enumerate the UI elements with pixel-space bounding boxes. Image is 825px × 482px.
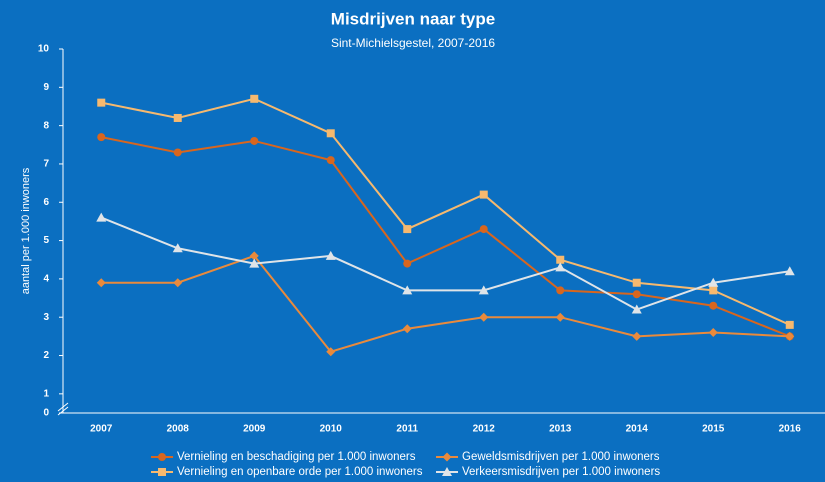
point (158, 453, 166, 461)
point (403, 259, 412, 268)
point (709, 301, 718, 310)
point (173, 278, 183, 288)
point (479, 225, 488, 234)
x-tick-label: 2008 (167, 424, 190, 435)
chart-title: Misdrijven naar type (331, 9, 495, 28)
point (784, 266, 795, 276)
legend-label: Verkeersmisdrijven per 1.000 inwoners (462, 466, 660, 478)
point (632, 290, 641, 299)
point (96, 278, 106, 288)
x-tick-label: 2007 (90, 424, 113, 435)
point (632, 331, 642, 341)
y-tick-label: 2 (43, 350, 49, 361)
point (326, 129, 335, 138)
point (479, 312, 489, 322)
y-tick-label: 8 (43, 120, 49, 131)
point (402, 285, 413, 295)
point (442, 467, 452, 476)
point (555, 262, 566, 272)
point (249, 258, 260, 268)
point (326, 156, 335, 165)
point (709, 286, 718, 295)
x-tick-label: 2013 (549, 424, 572, 435)
point (556, 255, 565, 264)
point (632, 278, 641, 287)
axis-break (57, 402, 69, 412)
x-tick-label: 2016 (779, 424, 802, 435)
x-tick-label: 2011 (396, 424, 418, 435)
axis-break (57, 406, 69, 416)
point (785, 331, 795, 341)
point (631, 304, 642, 314)
point (479, 190, 488, 199)
y-tick-label: 9 (43, 82, 49, 93)
legend-label: Vernieling en beschadiging per 1.000 inw… (177, 451, 416, 463)
x-tick-label: 2009 (243, 424, 266, 435)
point (158, 468, 166, 476)
point (708, 328, 718, 338)
point (785, 320, 794, 329)
point (97, 98, 106, 107)
line (101, 136, 791, 338)
point (402, 324, 412, 334)
point (325, 250, 336, 260)
y-tick-label: 3 (43, 312, 49, 323)
line (101, 254, 790, 353)
point (442, 452, 452, 462)
point (556, 286, 565, 295)
point (403, 225, 412, 234)
chart-subtitle: Sint-Michielsgestel, 2007-2016 (331, 36, 495, 50)
y-tick-label: 4 (43, 274, 49, 285)
line (100, 216, 790, 311)
point (555, 312, 565, 322)
point (97, 133, 106, 142)
line (101, 97, 791, 326)
x-tick-label: 2014 (626, 424, 649, 435)
y-tick-label: 10 (38, 44, 50, 55)
point (326, 347, 336, 357)
y-axis-label: aantal per 1.000 inwoners (20, 167, 32, 294)
y-tick-label: 0 (43, 408, 49, 419)
point (96, 212, 107, 222)
point (249, 251, 259, 261)
legend-label: Vernieling en openbare orde per 1.000 in… (177, 466, 423, 478)
y-tick-label: 7 (43, 159, 49, 170)
point (173, 113, 182, 122)
x-tick-label: 2010 (320, 424, 343, 435)
legend-label: Geweldsmisdrijven per 1.000 inwoners (462, 451, 660, 463)
point (478, 285, 489, 295)
y-tick-label: 1 (43, 388, 49, 399)
point (173, 148, 182, 157)
x-tick-label: 2015 (702, 424, 725, 435)
point (172, 243, 183, 253)
y-tick-label: 6 (43, 197, 49, 208)
point (250, 94, 259, 103)
point (250, 136, 259, 145)
x-tick-label: 2012 (473, 424, 496, 435)
point (708, 277, 719, 287)
y-tick-label: 5 (43, 235, 49, 246)
